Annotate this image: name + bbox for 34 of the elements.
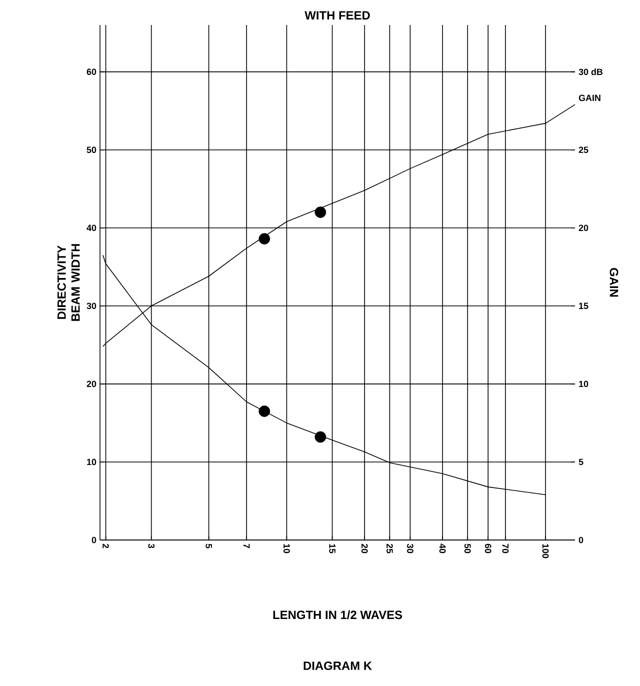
x-tick-label: 5 <box>206 544 212 548</box>
x-tick-label: 25 <box>386 544 393 554</box>
y2-tick-label: 15 <box>579 302 588 310</box>
text: DIAGRAM K <box>304 662 372 670</box>
y-tick-label: 40 <box>86 224 96 232</box>
y2-tick-label: 5 <box>578 458 584 466</box>
x-tick-label: 2 <box>102 544 109 548</box>
x-tick-label: 10 <box>284 544 290 554</box>
y2-tick-label: 0 <box>578 536 584 544</box>
x-tick-label: 20 <box>361 544 368 554</box>
chart-title: WITH FEED <box>304 11 370 20</box>
x-tick-label: 7 <box>244 544 250 548</box>
y-tick-label: 50 <box>86 146 96 154</box>
y-tick-label: 10 <box>87 458 96 466</box>
y-tick-label: 60 <box>86 68 96 75</box>
x-tick-label: 70 <box>502 544 509 554</box>
y2-tick-label: 25 <box>578 146 588 154</box>
y-tick-label: 0 <box>92 536 96 544</box>
x-axis-title: LENGTH IN 1/2 WAVES <box>273 610 402 620</box>
x-tick-label: 60 <box>484 544 492 554</box>
x-tick-label: 15 <box>329 544 336 554</box>
y2-tick-label: 10 <box>579 380 588 388</box>
y-tick-label: 20 <box>86 380 96 388</box>
y-axis-title: DIRECTIVITY BEAM WIDTH <box>57 244 80 321</box>
series-label: GAIN <box>578 94 600 102</box>
y-tick-label: 30 <box>86 302 96 310</box>
y2-tick-label: 30 dB <box>578 68 603 76</box>
x-tick-label: 40 <box>439 544 446 554</box>
x-tick-label: 3 <box>148 544 155 548</box>
x-tick-label: 100 <box>542 544 549 558</box>
x-tick-label: 50 <box>464 544 471 554</box>
y2-tick-label: 20 <box>578 224 588 232</box>
x-tick-label: 30 <box>407 544 414 554</box>
y2-axis-title: GAIN <box>610 268 618 297</box>
